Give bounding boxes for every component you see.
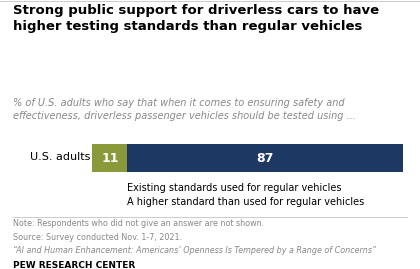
Text: PEW RESEARCH CENTER: PEW RESEARCH CENTER <box>13 261 135 269</box>
Bar <box>127 144 403 172</box>
Text: 11: 11 <box>101 151 118 165</box>
Text: % of U.S. adults who say that when it comes to ensuring safety and
effectiveness: % of U.S. adults who say that when it co… <box>13 98 356 121</box>
Text: Existing standards used for regular vehicles: Existing standards used for regular vehi… <box>127 183 341 193</box>
Text: 87: 87 <box>257 151 274 165</box>
Text: A higher standard than used for regular vehicles: A higher standard than used for regular … <box>127 197 364 207</box>
Text: “AI and Human Enhancement: Americans’ Openness Is Tempered by a Range of Concern: “AI and Human Enhancement: Americans’ Op… <box>13 246 376 255</box>
Text: Source: Survey conducted Nov. 1-7, 2021.: Source: Survey conducted Nov. 1-7, 2021. <box>13 233 181 242</box>
Text: U.S. adults: U.S. adults <box>30 152 90 162</box>
Bar <box>92 144 127 172</box>
Text: Note: Respondents who did not give an answer are not shown.: Note: Respondents who did not give an an… <box>13 219 264 228</box>
Text: Strong public support for driverless cars to have
higher testing standards than : Strong public support for driverless car… <box>13 4 379 33</box>
